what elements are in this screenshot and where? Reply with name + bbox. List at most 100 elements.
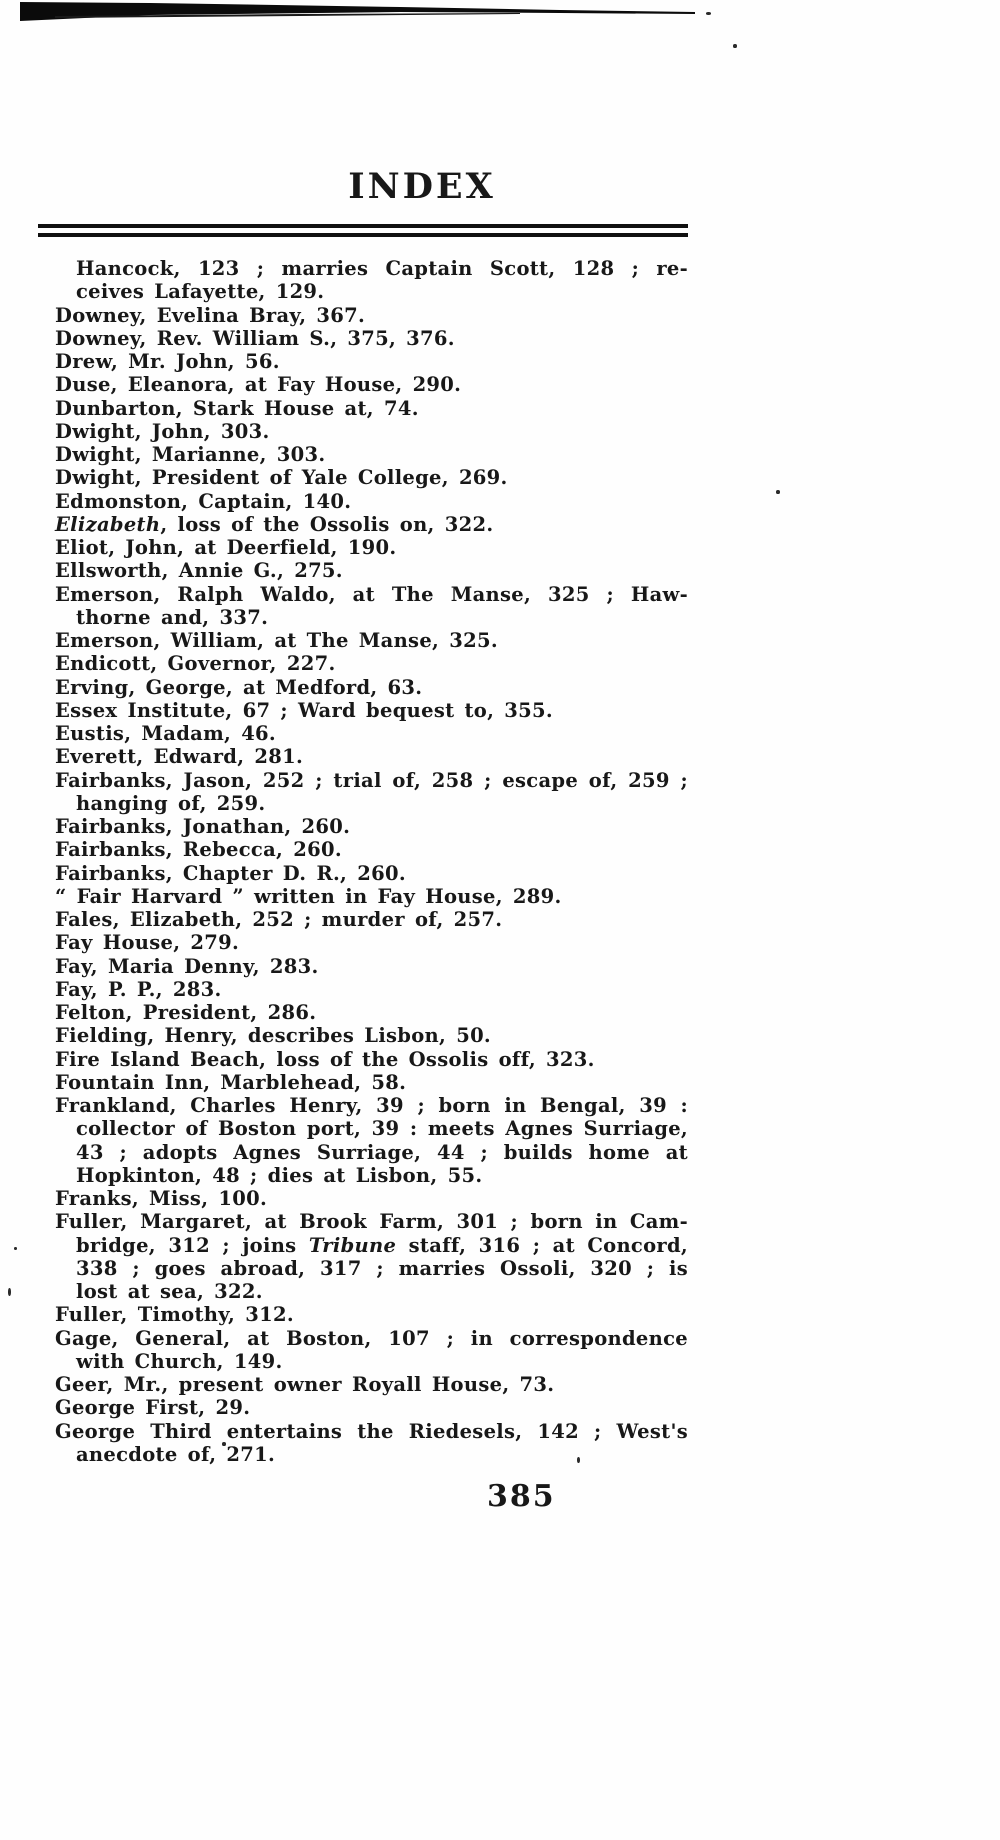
index-line-text: “ Fair Harvard ” written in Fay House, 2… bbox=[55, 884, 562, 908]
index-line-text: Everett, Edward, 281. bbox=[55, 745, 304, 769]
index-line-text: Dwight, John, 303. bbox=[55, 419, 270, 443]
index-line-text: thorne and, 337. bbox=[76, 605, 269, 629]
index-line: Fairbanks, Rebecca, 260. bbox=[55, 838, 688, 861]
index-line: anecdote of, 271. bbox=[55, 1443, 688, 1466]
index-line-text: anecdote of, 271. bbox=[76, 1442, 276, 1466]
scan-speck bbox=[733, 44, 737, 48]
index-line: Downey, Evelina Bray, 367. bbox=[55, 304, 688, 327]
index-line: Frankland, Charles Henry, 39 ; born in B… bbox=[55, 1094, 688, 1117]
index-line: “ Fair Harvard ” written in Fay House, 2… bbox=[55, 885, 688, 908]
index-line-text: George First, 29. bbox=[55, 1396, 251, 1420]
index-line-text: Fuller, Timothy, 312. bbox=[55, 1303, 294, 1327]
index-entries-list: Hancock, 123 ; marries Captain Scott, 12… bbox=[55, 257, 688, 1466]
index-line: Geer, Mr., present owner Royall House, 7… bbox=[55, 1373, 688, 1396]
index-line-text: Fay, Maria Denny, 283. bbox=[55, 954, 319, 978]
index-line: Hancock, 123 ; marries Captain Scott, 12… bbox=[55, 257, 688, 280]
index-line-text: Felton, President, 286. bbox=[55, 1001, 317, 1024]
index-line-text: Drew, Mr. John, 56. bbox=[55, 350, 280, 373]
index-line: Erving, George, at Medford, 63. bbox=[55, 676, 688, 699]
index-line: Fairbanks, Jonathan, 260. bbox=[55, 815, 688, 838]
index-line-text: Frankland, Charles Henry, 39 ; born in B… bbox=[55, 1094, 688, 1117]
index-line-text: Edmonston, Captain, 140. bbox=[55, 489, 352, 513]
index-line-text: ceives Lafayette, 129. bbox=[76, 280, 325, 304]
index-line-text: Dwight, President of Yale College, 269. bbox=[55, 466, 508, 490]
index-line-text: hanging of, 259. bbox=[76, 791, 266, 815]
index-line: bridge, 312 ; joins Tribune staff, 316 ;… bbox=[55, 1234, 688, 1257]
index-line-text: Geer, Mr., present owner Royall House, 7… bbox=[55, 1373, 555, 1396]
index-line: 338 ; goes abroad, 317 ; marries Ossoli,… bbox=[55, 1257, 688, 1280]
index-line-text: Ellsworth, Annie G., 275. bbox=[55, 559, 343, 583]
index-line: Edmonston, Captain, 140. bbox=[55, 490, 688, 513]
index-line: Eustis, Madam, 46. bbox=[55, 722, 688, 745]
index-line: Fuller, Timothy, 312. bbox=[55, 1303, 688, 1326]
index-line-text: Fay, P. P., 283. bbox=[55, 977, 222, 1001]
index-line: Hopkinton, 48 ; dies at Lisbon, 55. bbox=[55, 1164, 688, 1187]
index-line-text: , loss of the Ossolis on, 322. bbox=[160, 512, 494, 536]
index-line-text: Emerson, Ralph Waldo, at The Manse, 325 … bbox=[55, 582, 688, 606]
index-line: George First, 29. bbox=[55, 1396, 688, 1419]
index-line-text: Downey, Rev. William S., 375, 376. bbox=[55, 326, 455, 350]
index-line: Franks, Miss, 100. bbox=[55, 1187, 688, 1210]
index-line-text: Endicott, Governor, 227. bbox=[55, 652, 336, 676]
index-line: collector of Boston port, 39 : meets Agn… bbox=[55, 1117, 688, 1140]
index-line: Endicott, Governor, 227. bbox=[55, 652, 688, 675]
index-line-text: Downey, Evelina Bray, 367. bbox=[55, 303, 366, 327]
index-line-text: Hancock, 123 ; marries Captain Scott, 12… bbox=[76, 257, 688, 280]
index-line: hanging of, 259. bbox=[55, 792, 688, 815]
index-line-italic-text: Tribune bbox=[308, 1233, 397, 1257]
index-line-text: Essex Institute, 67 ; Ward bequest to, 3… bbox=[55, 698, 553, 722]
index-line-text: Dwight, Marianne, 303. bbox=[55, 443, 326, 466]
index-line-text: Gage, General, at Boston, 107 ; in corre… bbox=[55, 1326, 688, 1350]
index-line: Dwight, Marianne, 303. bbox=[55, 443, 688, 466]
index-line: Fales, Elizabeth, 252 ; murder of, 257. bbox=[55, 908, 688, 931]
index-line-text: bridge, 312 ; joins bbox=[76, 1233, 309, 1257]
index-line-text: Hopkinton, 48 ; dies at Lisbon, 55. bbox=[76, 1163, 483, 1187]
index-line: Dunbarton, Stark House at, 74. bbox=[55, 397, 688, 420]
scan-speck bbox=[577, 1457, 580, 1463]
index-line-text: Fairbanks, Jason, 252 ; trial of, 258 ; … bbox=[55, 768, 688, 792]
index-line-text: Erving, George, at Medford, 63. bbox=[55, 675, 423, 699]
index-line: Fuller, Margaret, at Brook Farm, 301 ; b… bbox=[55, 1210, 688, 1233]
index-line: Drew, Mr. John, 56. bbox=[55, 350, 688, 373]
index-line-text: 338 ; goes abroad, 317 ; marries Ossoli,… bbox=[76, 1256, 688, 1280]
index-line-text: Fire Island Beach, loss of the Ossolis o… bbox=[55, 1047, 595, 1071]
index-line-text: Fairbanks, Jonathan, 260. bbox=[55, 815, 351, 838]
index-line: Fay House, 279. bbox=[55, 931, 688, 954]
index-line-text: staff, 316 ; at Concord, bbox=[396, 1233, 689, 1257]
index-line: Fountain Inn, Marblehead, 58. bbox=[55, 1071, 688, 1094]
index-line: lost at sea, 322. bbox=[55, 1280, 688, 1303]
index-line: with Church, 149. bbox=[55, 1350, 688, 1373]
index-line-text: Emerson, William, at The Manse, 325. bbox=[55, 629, 498, 652]
index-line: Ellsworth, Annie G., 275. bbox=[55, 559, 688, 582]
index-line-text: Fales, Elizabeth, 252 ; murder of, 257. bbox=[55, 908, 503, 931]
index-line-text: collector of Boston port, 39 : meets Agn… bbox=[76, 1117, 688, 1141]
index-line: ceives Lafayette, 129. bbox=[55, 280, 688, 303]
index-line-text: 43 ; adopts Agnes Surriage, 44 ; builds … bbox=[76, 1140, 688, 1164]
index-line: Dwight, President of Yale College, 269. bbox=[55, 466, 688, 489]
index-line-text: Eustis, Madam, 46. bbox=[55, 722, 277, 745]
index-line-text: Fielding, Henry, describes Lisbon, 50. bbox=[55, 1024, 492, 1048]
index-line: Fire Island Beach, loss of the Ossolis o… bbox=[55, 1048, 688, 1071]
index-line: Fairbanks, Jason, 252 ; trial of, 258 ; … bbox=[55, 769, 688, 792]
index-line: 43 ; adopts Agnes Surriage, 44 ; builds … bbox=[55, 1141, 688, 1164]
page-number: 385 bbox=[487, 1479, 556, 1514]
index-line: George Third entertains the Riedesels, 1… bbox=[55, 1420, 688, 1443]
scan-speck bbox=[222, 1442, 226, 1446]
index-line-text: Dunbarton, Stark House at, 74. bbox=[55, 396, 419, 420]
index-line: Fay, P. P., 283. bbox=[55, 978, 688, 1001]
index-line: Essex Institute, 67 ; Ward bequest to, 3… bbox=[55, 699, 688, 722]
index-line: Elizabeth, loss of the Ossolis on, 322. bbox=[55, 513, 688, 536]
index-line: Fay, Maria Denny, 283. bbox=[55, 955, 688, 978]
index-line-text: lost at sea, 322. bbox=[76, 1280, 263, 1303]
index-line-text: Eliot, John, at Deerfield, 190. bbox=[55, 536, 397, 559]
index-line-text: Franks, Miss, 100. bbox=[55, 1187, 268, 1210]
index-line: Everett, Edward, 281. bbox=[55, 745, 688, 768]
index-line-italic-text: Elizabeth bbox=[55, 512, 161, 536]
index-line: Gage, General, at Boston, 107 ; in corre… bbox=[55, 1327, 688, 1350]
index-line: Duse, Eleanora, at Fay House, 290. bbox=[55, 373, 688, 396]
index-line: Fielding, Henry, describes Lisbon, 50. bbox=[55, 1024, 688, 1047]
scan-speck bbox=[14, 1247, 17, 1250]
index-line: Eliot, John, at Deerfield, 190. bbox=[55, 536, 688, 559]
index-line-text: Fountain Inn, Marblehead, 58. bbox=[55, 1070, 407, 1094]
